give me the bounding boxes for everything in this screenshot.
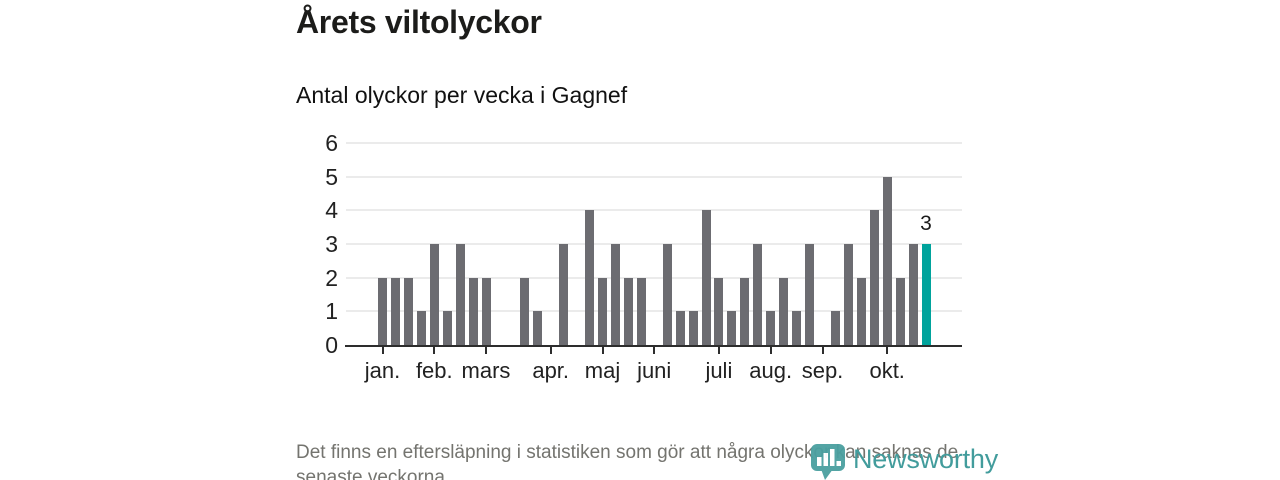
bar-week-15 [559, 244, 569, 345]
x-tick-okt [886, 347, 889, 354]
bar-week-4 [416, 311, 426, 345]
highlight-value-label: 3 [920, 212, 932, 235]
bar-week-31 [766, 311, 776, 345]
x-tick-maj [601, 347, 604, 354]
bar-week-9 [481, 277, 491, 345]
x-tick-jan [381, 347, 384, 354]
footer-note: Det finns en eftersläpning i statistiken… [296, 440, 958, 480]
newsworthy-logo-icon [811, 444, 845, 480]
gridline-2 [346, 276, 962, 279]
bar-week-6 [442, 311, 452, 345]
x-label-sep: sep. [801, 358, 844, 383]
bar-week-20 [623, 277, 633, 345]
bar-week-28 [727, 311, 737, 345]
footer-note-line1: Det finns en eftersläpning i statistiken… [296, 442, 959, 463]
bar-week-25 [688, 311, 698, 345]
footer-note-line2: senaste veckorna. [296, 467, 451, 480]
x-label-juni: juni [637, 358, 672, 383]
bar-week-8 [468, 277, 478, 345]
bar-week-7 [455, 244, 465, 345]
bar-week-26 [701, 210, 711, 345]
bar-week-37 [843, 244, 853, 345]
x-label-okt: okt. [869, 358, 905, 383]
y-axis-label-0: 0 [325, 332, 338, 358]
chart-subtitle: Antal olyckor per vecka i Gagnef [296, 82, 628, 108]
bar-week-33 [792, 311, 802, 345]
bar-week-27 [714, 277, 724, 345]
y-axis-label-4: 4 [325, 197, 338, 224]
bar-week-18 [598, 277, 607, 345]
x-tick-juni [653, 347, 656, 354]
newsworthy-logo-text: Newsworthy [853, 444, 999, 474]
x-tick-feb [433, 347, 436, 354]
bar-week-5 [429, 244, 439, 345]
x-label-feb: feb. [415, 358, 453, 383]
bar-week-34 [805, 244, 814, 345]
bar-week-17 [585, 210, 594, 345]
bar-week-12 [520, 277, 530, 345]
y-axis-label-6: 6 [325, 129, 338, 156]
bar-week-19 [610, 244, 620, 345]
x-tick-aug [769, 347, 772, 354]
newsworthy-logo[interactable]: Newsworthy [810, 443, 998, 480]
bar-week-1 [378, 277, 387, 345]
y-axis-label-1: 1 [325, 298, 338, 325]
y-axis-label-3: 3 [325, 230, 338, 257]
x-tick-mars [485, 347, 487, 354]
bar-week-3 [403, 277, 413, 345]
x-tick-juli [717, 347, 720, 354]
gridline-3 [346, 242, 962, 245]
bar-week-21 [636, 277, 646, 345]
bar-week-2 [390, 277, 400, 345]
bar-week-41 [895, 277, 905, 345]
gridline-4 [346, 209, 962, 212]
y-axis-label-2: 2 [325, 264, 338, 291]
bar-week-13 [533, 311, 543, 345]
x-label-apr: apr. [532, 358, 570, 383]
bar-week-40 [882, 176, 892, 345]
bar-week-38 [856, 277, 866, 345]
page-title: Årets viltolyckor [296, 4, 542, 40]
y-axis-label-5: 5 [325, 163, 338, 190]
x-label-maj: maj [584, 358, 621, 383]
bar-week-29 [740, 277, 750, 345]
bar-week-30 [753, 244, 763, 345]
gridline-6 [346, 141, 962, 144]
x-label-aug: aug. [749, 358, 793, 383]
bar-week-32 [779, 277, 789, 345]
x-axis-line [345, 345, 962, 347]
bar-week-43-highlighted [921, 244, 931, 345]
bar-week-36 [830, 311, 840, 345]
x-tick-sep [821, 347, 824, 354]
x-label-mars: mars [461, 358, 511, 383]
gridline-5 [346, 175, 962, 178]
gridline-1 [346, 310, 962, 313]
bar-week-39 [869, 210, 879, 345]
bar-week-24 [675, 311, 685, 345]
bar-week-42 [908, 244, 918, 345]
x-tick-apr [549, 347, 552, 354]
bar-week-23 [662, 244, 672, 345]
x-label-juli: juli [705, 358, 733, 383]
x-label-jan: jan. [364, 358, 401, 383]
